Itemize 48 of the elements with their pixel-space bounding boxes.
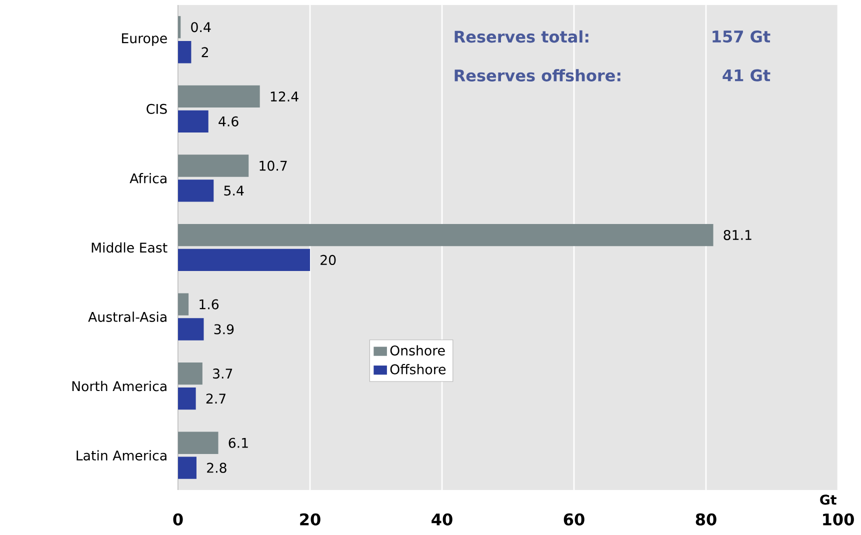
bar <box>178 387 196 410</box>
y-tick-label: North America <box>72 380 166 392</box>
data-label: 3.9 <box>214 324 234 334</box>
x-tick-label: 80 <box>696 513 716 526</box>
data-label: 10.7 <box>260 160 287 171</box>
bar <box>178 154 249 177</box>
annotation: Reserves offshore: <box>454 69 620 82</box>
bar <box>178 456 196 479</box>
x-tick-label: 40 <box>432 513 452 526</box>
x-tick-label: 20 <box>300 513 320 526</box>
legend-label: Offshore <box>390 364 446 374</box>
data-label: 4.6 <box>218 116 238 126</box>
data-label: 3.7 <box>213 368 232 379</box>
x-tick-label: 0 <box>173 513 183 526</box>
x-tick-label: 60 <box>564 513 584 526</box>
data-label: 0.4 <box>191 22 211 32</box>
bar <box>178 248 310 272</box>
data-label: 20 <box>320 254 336 266</box>
bar <box>178 16 181 38</box>
data-label: 2 <box>202 47 208 58</box>
bar <box>178 293 189 316</box>
y-tick-label: CIS <box>146 104 167 114</box>
annotation: 157 Gt <box>712 30 770 43</box>
bar <box>178 224 714 246</box>
data-label: 2.8 <box>207 462 226 473</box>
y-tick-label: Latin America <box>76 450 166 461</box>
data-label: 2.7 <box>206 394 226 404</box>
bar <box>178 85 260 108</box>
bar <box>178 180 214 202</box>
data-label: 5.4 <box>224 186 244 196</box>
annotation: 41 Gt <box>722 69 770 82</box>
bar <box>178 110 208 132</box>
data-label: 1.6 <box>200 299 219 310</box>
y-tick-label: Europe <box>122 33 167 46</box>
bar <box>178 432 218 454</box>
y-tick-label: Africa <box>130 173 166 184</box>
bar <box>178 318 204 340</box>
data-label: 81.1 <box>724 230 752 240</box>
bar <box>178 41 192 64</box>
data-label: 12.4 <box>270 91 298 102</box>
x-axis-title: Gt <box>820 494 836 505</box>
data-label: 6.1 <box>228 438 248 448</box>
legend-label: Onshore <box>390 345 445 356</box>
annotation: Reserves total: <box>454 30 588 43</box>
x-tick-label: 100 <box>823 513 854 526</box>
bar <box>178 362 202 385</box>
y-tick-label: Austral-Asia <box>88 312 166 322</box>
y-tick-label: Middle East <box>92 242 168 253</box>
